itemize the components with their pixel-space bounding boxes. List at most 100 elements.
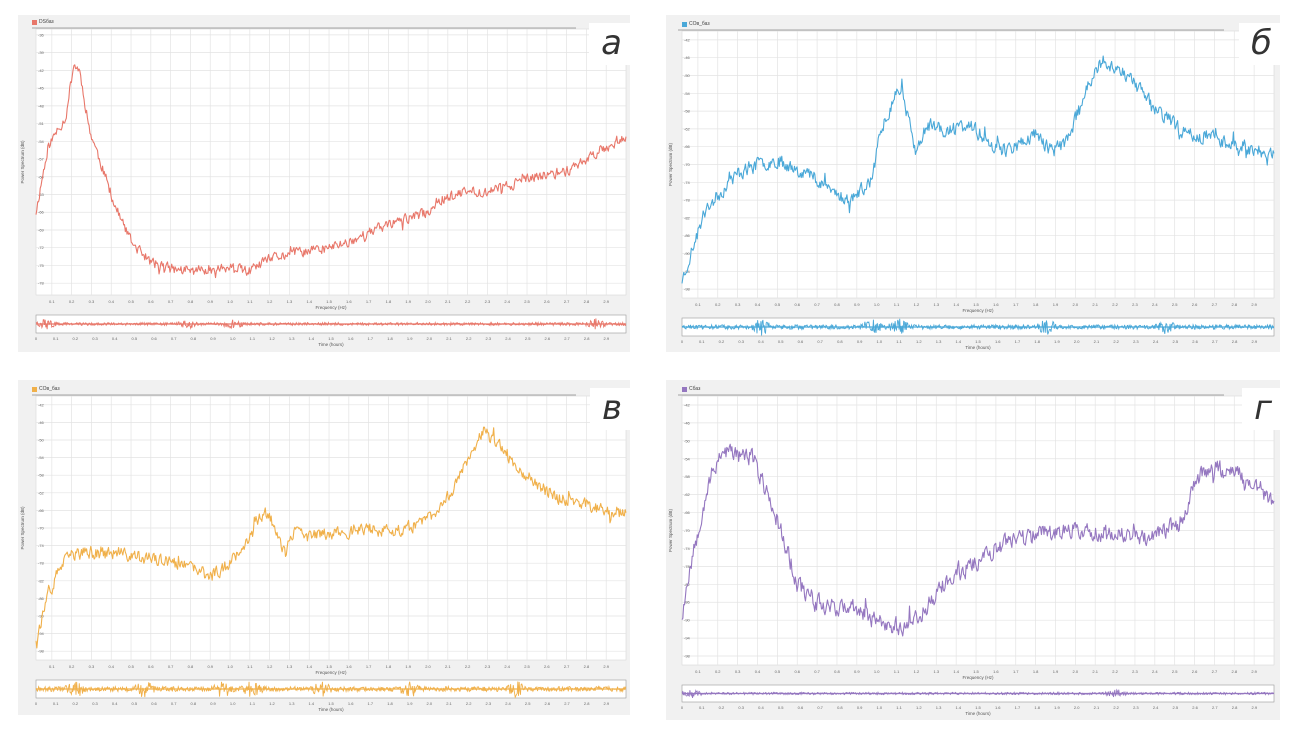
wave-tick-label: 0.7 bbox=[817, 705, 823, 710]
wave-tick-label: 2.1 bbox=[446, 336, 452, 341]
y-tick-label: -94 bbox=[684, 636, 691, 641]
chart-svg-c: 0.1 0.2 0.3 0.4 0.5 0.6 0.7 0.8 0.9 1.0 1.1 1.2 1.3 1… bbox=[20, 394, 627, 712]
y-tick-label: -50 bbox=[684, 438, 691, 443]
wave-tick-label: 0.3 bbox=[738, 705, 744, 710]
y-tick-label: -98 bbox=[38, 649, 45, 654]
wave-tick-label: 0.8 bbox=[191, 701, 197, 706]
y-tick-label: -74 bbox=[684, 546, 691, 551]
x-tick-label: 2.4 bbox=[504, 299, 510, 304]
x-tick-label: 1.8 bbox=[386, 299, 392, 304]
x-tick-label: 1.0 bbox=[227, 299, 233, 304]
x-tick-label: 2.8 bbox=[584, 664, 590, 669]
wave-tick-label: 1.0 bbox=[877, 339, 883, 344]
wave-tick-label: 2.6 bbox=[1192, 705, 1198, 710]
x-tick-label: 1.5 bbox=[973, 669, 979, 674]
x-tick-label: 1.6 bbox=[346, 299, 352, 304]
y-axis-label: Power Spectrum (dB) bbox=[668, 508, 673, 552]
x-tick-label: 0.1 bbox=[695, 669, 701, 674]
y-tick-label: -66 bbox=[684, 510, 691, 515]
x-tick-label: 2.3 bbox=[1132, 669, 1138, 674]
x-tick-label: 0.5 bbox=[128, 664, 134, 669]
x-tick-label: 1.9 bbox=[1053, 302, 1059, 307]
y-tick-label: -42 bbox=[684, 402, 691, 407]
y-tick-label: -74 bbox=[38, 543, 45, 548]
wave-tick-label: 2.3 bbox=[1133, 339, 1139, 344]
x-tick-label: 2.2 bbox=[465, 664, 471, 669]
wave-tick-label: 1.1 bbox=[250, 336, 256, 341]
y-tick-label: -42 bbox=[38, 68, 45, 73]
wave-tick-label: 1.4 bbox=[309, 701, 315, 706]
wave-tick-label: 2.4 bbox=[505, 336, 511, 341]
wave-tick-label: 0.7 bbox=[171, 701, 177, 706]
y-tick-label: -82 bbox=[38, 578, 45, 583]
y-tick-label: -51 bbox=[38, 121, 45, 126]
y-tick-label: -82 bbox=[684, 582, 691, 587]
wave-tick-label: 2.7 bbox=[1212, 339, 1218, 344]
wave-tick-label: 0.1 bbox=[53, 701, 59, 706]
y-tick-label: -98 bbox=[684, 287, 691, 292]
wave-tick-label: 1.1 bbox=[896, 705, 902, 710]
y-tick-label: -54 bbox=[38, 455, 45, 460]
y-tick-label: -48 bbox=[38, 103, 45, 108]
x-tick-label: 2.8 bbox=[584, 299, 590, 304]
x-tick-label: 0.4 bbox=[755, 302, 761, 307]
wave-tick-label: 1.6 bbox=[995, 705, 1001, 710]
x-tick-label: 1.2 bbox=[267, 299, 273, 304]
x-tick-label: 0.7 bbox=[814, 302, 820, 307]
x-tick-label: 2.9 bbox=[603, 299, 609, 304]
x-tick-label: 0.4 bbox=[108, 664, 114, 669]
x-tick-label: 0.9 bbox=[207, 664, 213, 669]
wave-tick-label: 0.4 bbox=[112, 336, 118, 341]
x-tick-label: 2.5 bbox=[524, 664, 530, 669]
y-tick-label: -70 bbox=[38, 526, 45, 531]
wave-tick-label: 0.1 bbox=[699, 339, 705, 344]
wave-tick-label: 2.6 bbox=[1192, 339, 1198, 344]
x-tick-label: 2.7 bbox=[1212, 302, 1218, 307]
y-tick-label: -46 bbox=[38, 420, 45, 425]
wave-tick-label: 2.1 bbox=[1094, 339, 1100, 344]
wave-tick-label: 0.9 bbox=[210, 336, 216, 341]
wave-tick-label: 0.4 bbox=[758, 339, 764, 344]
x-tick-label: 0.8 bbox=[834, 302, 840, 307]
x-tick-label: 2.7 bbox=[564, 299, 570, 304]
y-tick-label: -82 bbox=[684, 215, 691, 220]
wave-tick-label: 0.1 bbox=[53, 336, 59, 341]
wave-tick-label: 1.8 bbox=[1034, 339, 1040, 344]
chart-panel-d: 0.1 0.2 0.3 0.4 0.5 0.6 0.7 0.8 0.9 1.0 1.1 1.2 1.3 1… bbox=[666, 380, 1284, 720]
x-tick-label: 0.9 bbox=[854, 302, 860, 307]
wave-tick-label: 1.2 bbox=[269, 336, 275, 341]
legend-c: COв_баз bbox=[32, 386, 60, 392]
wave-tick-label: 0.2 bbox=[719, 705, 725, 710]
y-tick-label: -45 bbox=[38, 86, 45, 91]
y-axis-label: Power Spectrum (dB) bbox=[20, 140, 25, 184]
x-tick-label: 1.4 bbox=[306, 299, 312, 304]
x-tick-label: 2.5 bbox=[1172, 669, 1178, 674]
wave-axis-label: Time (hours) bbox=[318, 707, 344, 712]
y-tick-label: -86 bbox=[684, 233, 691, 238]
x-tick-label: 2.1 bbox=[445, 299, 451, 304]
y-tick-label: -70 bbox=[684, 528, 691, 533]
wave-tick-label: 2.1 bbox=[446, 701, 452, 706]
y-tick-label: -90 bbox=[684, 251, 691, 256]
wave-tick-label: 1.7 bbox=[1015, 339, 1021, 344]
x-tick-label: 1.9 bbox=[405, 299, 411, 304]
y-tick-label: -54 bbox=[38, 139, 45, 144]
x-tick-label: 1.5 bbox=[326, 299, 332, 304]
y-tick-label: -42 bbox=[684, 37, 691, 42]
x-tick-label: 0.6 bbox=[794, 669, 800, 674]
wave-tick-label: 2.1 bbox=[1094, 705, 1100, 710]
wave-tick-label: 1.5 bbox=[328, 701, 334, 706]
y-tick-label: -66 bbox=[38, 508, 45, 513]
x-tick-label: 2.4 bbox=[1152, 302, 1158, 307]
wave-tick-label: 2.7 bbox=[1212, 705, 1218, 710]
x-tick-label: 2.9 bbox=[1251, 669, 1257, 674]
x-tick-label: 2.9 bbox=[1251, 302, 1257, 307]
y-tick-label: -62 bbox=[684, 126, 691, 131]
wave-tick-label: 2.2 bbox=[466, 701, 472, 706]
wave-tick-label: 2.5 bbox=[525, 701, 531, 706]
wave-tick-label: 0.6 bbox=[151, 336, 157, 341]
wave-tick-label: 0.4 bbox=[758, 705, 764, 710]
legend-d: Cбаз bbox=[682, 386, 700, 392]
y-tick-label: -78 bbox=[38, 281, 45, 286]
wave-tick-label: 1.5 bbox=[975, 339, 981, 344]
